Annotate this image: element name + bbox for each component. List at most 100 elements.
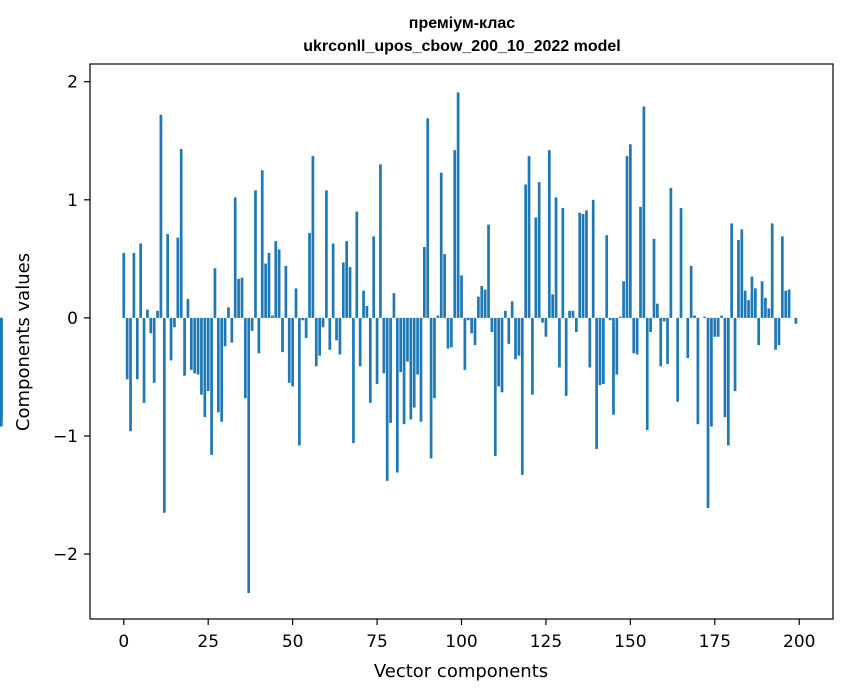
bar xyxy=(666,317,669,364)
bar xyxy=(358,317,362,367)
bar xyxy=(757,317,761,346)
bar xyxy=(173,317,176,328)
bar xyxy=(524,184,528,318)
bar xyxy=(169,317,173,361)
bar xyxy=(659,317,663,367)
bar xyxy=(679,208,683,318)
bar xyxy=(206,317,210,392)
bar xyxy=(780,236,784,318)
bar xyxy=(152,317,156,383)
bar xyxy=(632,317,636,354)
bar xyxy=(162,317,166,513)
bar xyxy=(693,315,696,318)
y-axis: −2 −1 0 1 2 xyxy=(53,73,90,565)
bar xyxy=(477,296,480,318)
bar xyxy=(541,317,544,323)
x-tick-label: 175 xyxy=(699,632,731,652)
bar xyxy=(139,243,143,318)
bar xyxy=(625,156,629,318)
bar xyxy=(227,307,230,318)
x-tick-label: 200 xyxy=(783,632,815,652)
y-tick-label: 0 xyxy=(67,309,78,329)
bar xyxy=(497,317,500,387)
bar xyxy=(122,252,126,318)
bar xyxy=(622,281,625,318)
bar xyxy=(237,278,240,318)
bar xyxy=(615,317,619,375)
bar xyxy=(250,317,254,331)
bar xyxy=(578,212,582,318)
bar xyxy=(635,317,639,355)
bar xyxy=(436,315,440,318)
bar xyxy=(294,288,298,318)
bar xyxy=(517,317,521,356)
bar xyxy=(547,150,551,318)
bar xyxy=(433,317,436,399)
bar xyxy=(301,317,305,321)
x-tick-label: 50 xyxy=(282,632,304,652)
bar xyxy=(470,317,473,334)
bar xyxy=(365,306,369,318)
bar xyxy=(740,229,744,318)
bar xyxy=(125,317,129,380)
bar xyxy=(304,317,308,338)
bar xyxy=(537,182,541,318)
bar xyxy=(710,317,713,427)
bar xyxy=(341,262,345,318)
bar xyxy=(510,301,514,318)
bar xyxy=(146,309,149,318)
bar xyxy=(179,149,183,318)
bar xyxy=(514,317,517,360)
bar xyxy=(254,190,257,318)
bar xyxy=(321,317,325,328)
y-tick-label: 2 xyxy=(67,73,78,93)
bar xyxy=(534,217,538,318)
bar xyxy=(456,92,460,318)
bar xyxy=(142,317,146,403)
bar xyxy=(453,150,457,318)
bar xyxy=(713,317,717,337)
bar xyxy=(372,236,376,318)
bar xyxy=(362,290,365,318)
bar xyxy=(328,317,332,350)
bar xyxy=(385,317,389,481)
bar xyxy=(649,317,652,333)
bar xyxy=(460,275,463,318)
chart-title: преміум-клас xyxy=(409,15,516,32)
bar xyxy=(240,277,244,318)
bar xyxy=(669,187,673,318)
x-axis: 0 25 50 75 100 125 150 175 200 xyxy=(118,619,815,652)
bar xyxy=(406,317,409,362)
bar xyxy=(774,317,777,350)
bar xyxy=(368,317,372,403)
bar xyxy=(784,290,788,318)
bar xyxy=(264,263,267,318)
bar xyxy=(325,190,328,318)
bar xyxy=(601,317,605,385)
bar xyxy=(787,289,791,318)
bar xyxy=(233,197,237,318)
bar xyxy=(443,254,446,318)
bar xyxy=(656,303,659,318)
bar xyxy=(375,317,379,385)
bar xyxy=(0,317,3,427)
bar xyxy=(493,317,497,457)
bar xyxy=(271,315,274,318)
bar xyxy=(585,210,588,318)
x-tick-label: 100 xyxy=(445,632,477,652)
bar xyxy=(230,317,234,343)
bar xyxy=(767,308,771,318)
bar xyxy=(355,211,359,318)
bar xyxy=(223,317,227,347)
bar xyxy=(416,317,419,375)
bar xyxy=(652,238,656,318)
bar xyxy=(608,317,612,321)
bar xyxy=(220,317,224,422)
bar xyxy=(166,234,170,318)
bar xyxy=(743,290,747,318)
bar xyxy=(696,317,700,425)
bar xyxy=(676,317,679,402)
bar xyxy=(588,317,592,368)
bar xyxy=(287,317,291,383)
